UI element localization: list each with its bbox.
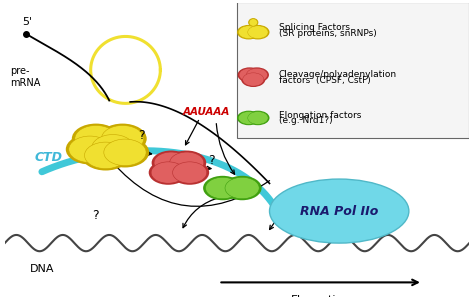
- Ellipse shape: [151, 162, 185, 183]
- Ellipse shape: [152, 151, 191, 175]
- Ellipse shape: [248, 18, 258, 27]
- Ellipse shape: [241, 72, 265, 87]
- Ellipse shape: [170, 152, 204, 173]
- Text: ?: ?: [92, 209, 99, 222]
- Ellipse shape: [99, 124, 146, 154]
- Ellipse shape: [84, 142, 127, 169]
- Text: 5': 5': [22, 17, 33, 27]
- Ellipse shape: [203, 176, 242, 200]
- Ellipse shape: [237, 67, 262, 83]
- Text: ?: ?: [208, 154, 215, 167]
- Text: Splicing Factors: Splicing Factors: [279, 23, 350, 31]
- Ellipse shape: [149, 160, 188, 185]
- Ellipse shape: [243, 73, 264, 86]
- Ellipse shape: [225, 177, 259, 199]
- Ellipse shape: [245, 67, 269, 83]
- Ellipse shape: [173, 162, 207, 183]
- Ellipse shape: [104, 139, 146, 166]
- Text: Elongation: Elongation: [291, 296, 350, 297]
- Ellipse shape: [72, 124, 120, 154]
- Ellipse shape: [170, 160, 209, 185]
- Ellipse shape: [237, 111, 260, 125]
- Text: AAUAAA: AAUAAA: [183, 107, 230, 117]
- Ellipse shape: [82, 140, 130, 170]
- Text: RNA Pol IIo: RNA Pol IIo: [300, 205, 378, 218]
- Ellipse shape: [206, 177, 240, 199]
- Text: CTD: CTD: [35, 151, 63, 164]
- Text: ?: ?: [138, 129, 145, 142]
- Ellipse shape: [246, 111, 270, 125]
- Ellipse shape: [238, 26, 259, 39]
- Ellipse shape: [249, 19, 257, 26]
- Ellipse shape: [101, 137, 149, 168]
- Ellipse shape: [237, 25, 260, 40]
- Text: (SR proteins, snRNPs): (SR proteins, snRNPs): [279, 29, 376, 38]
- Ellipse shape: [66, 134, 114, 165]
- Ellipse shape: [246, 68, 267, 82]
- Ellipse shape: [154, 152, 188, 173]
- Text: Elongation factors: Elongation factors: [279, 110, 361, 119]
- Ellipse shape: [248, 26, 268, 39]
- Ellipse shape: [239, 68, 260, 82]
- Text: pre-
mRNA: pre- mRNA: [10, 67, 41, 88]
- Ellipse shape: [92, 135, 134, 161]
- Ellipse shape: [69, 136, 111, 162]
- Ellipse shape: [167, 151, 206, 175]
- Text: factors  (CPSF, CstF): factors (CPSF, CstF): [279, 76, 371, 85]
- Text: Cleavage/polyadenylation: Cleavage/polyadenylation: [279, 70, 397, 79]
- Ellipse shape: [270, 179, 409, 243]
- Ellipse shape: [248, 112, 268, 124]
- FancyBboxPatch shape: [237, 1, 469, 138]
- Ellipse shape: [238, 112, 259, 124]
- Ellipse shape: [223, 176, 262, 200]
- Text: DNA: DNA: [30, 264, 55, 274]
- Text: (e.g. Nrd1?): (e.g. Nrd1?): [279, 116, 332, 125]
- Ellipse shape: [101, 125, 144, 152]
- Ellipse shape: [246, 25, 270, 40]
- Ellipse shape: [89, 133, 137, 163]
- Ellipse shape: [75, 125, 117, 152]
